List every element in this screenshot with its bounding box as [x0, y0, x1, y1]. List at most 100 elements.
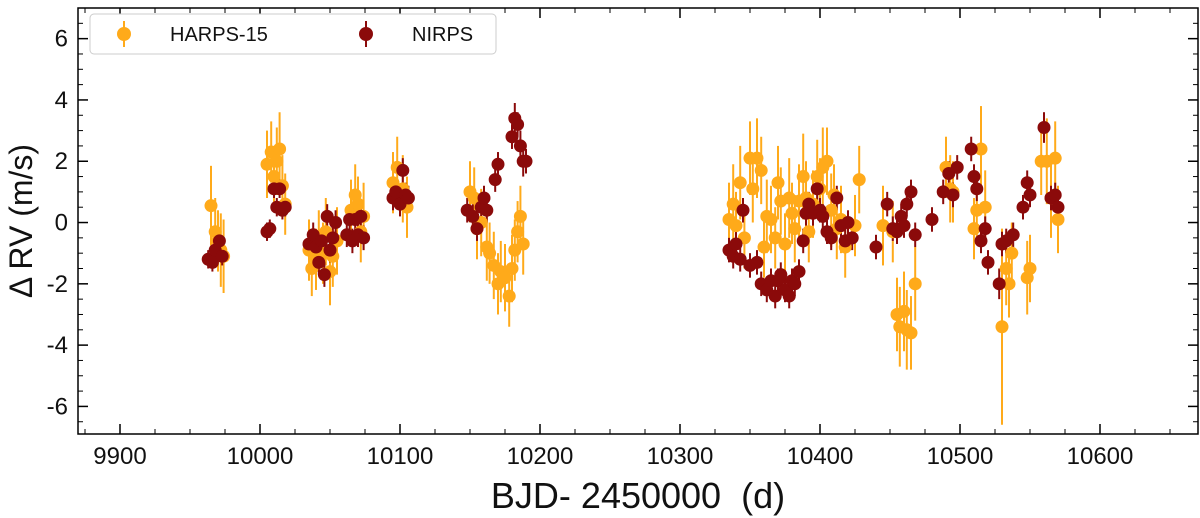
x-tick-label: 10500: [927, 443, 994, 470]
data-point-series-1: [816, 209, 830, 223]
data-point-series-1: [215, 249, 229, 263]
data-point-series-1: [263, 222, 277, 236]
data-point-series-1: [1023, 188, 1037, 202]
data-point-series-1: [978, 222, 992, 236]
data-point-series-1: [736, 203, 750, 217]
data-point-series-0: [974, 142, 988, 156]
data-point-series-0: [1023, 262, 1037, 276]
data-point-series-1: [774, 268, 788, 282]
data-point-series-0: [796, 170, 810, 184]
data-point-series-0: [788, 222, 802, 236]
data-point-series-1: [1037, 121, 1051, 135]
data-points: [201, 111, 1065, 340]
data-point-series-1: [205, 255, 219, 269]
y-tick-label: 6: [55, 26, 68, 53]
x-axis-title: BJD- 2450000 (d): [491, 475, 785, 516]
data-point-series-1: [477, 191, 491, 205]
data-point-series-0: [1005, 246, 1019, 260]
data-point-series-1: [880, 197, 894, 211]
data-point-series-0: [785, 206, 799, 220]
plot-frame: [77, 7, 1199, 435]
y-tick-label: 2: [55, 148, 68, 175]
data-point-series-0: [754, 163, 768, 177]
y-tick-label: -2: [47, 271, 68, 298]
data-point-series-0: [273, 142, 287, 156]
data-point-series-1: [768, 289, 782, 303]
y-tick-label: -6: [47, 393, 68, 420]
legend-box: [89, 13, 497, 55]
data-point-series-0: [999, 262, 1013, 276]
data-point-series-1: [396, 163, 410, 177]
data-point-series-0: [516, 237, 530, 251]
data-point-series-1: [729, 237, 743, 251]
data-point-series-0: [746, 182, 760, 196]
data-point-series-1: [782, 289, 796, 303]
data-point-series-1: [312, 255, 326, 269]
data-point-series-1: [1051, 200, 1065, 214]
data-point-series-0: [876, 219, 890, 233]
x-tick-label: 10000: [227, 443, 294, 470]
data-point-series-1: [491, 157, 505, 171]
x-tick-label: 9900: [93, 443, 146, 470]
data-point-series-1: [992, 277, 1006, 291]
data-point-series-0: [351, 197, 365, 211]
data-point-series-1: [869, 240, 883, 254]
data-point-series-0: [505, 262, 519, 276]
data-point-series-0: [270, 154, 284, 168]
data-point-series-0: [750, 151, 764, 165]
data-point-series-0: [852, 173, 866, 187]
data-point-series-0: [904, 326, 918, 340]
data-point-series-1: [326, 231, 340, 245]
data-point-series-1: [974, 234, 988, 248]
data-point-series-1: [810, 182, 824, 196]
x-tick-label: 10400: [787, 443, 854, 470]
data-point-series-0: [204, 199, 218, 213]
data-point-series-0: [782, 191, 796, 205]
data-point-series-1: [946, 188, 960, 202]
x-tick-label: 10300: [647, 443, 714, 470]
data-point-series-0: [771, 176, 785, 190]
data-point-series-0: [764, 212, 778, 226]
data-point-series-0: [467, 191, 481, 205]
data-point-series-0: [511, 225, 525, 239]
legend-label: NIRPS: [412, 24, 473, 46]
data-point-series-0: [483, 246, 497, 260]
data-point-series-1: [519, 154, 533, 168]
data-point-series-0: [733, 176, 747, 190]
data-point-series-1: [1006, 228, 1020, 242]
data-point-series-0: [967, 222, 981, 236]
data-point-series-1: [401, 191, 415, 205]
x-tick-label: 10200: [507, 443, 574, 470]
data-point-series-1: [824, 231, 838, 245]
data-point-series-0: [820, 154, 834, 168]
data-point-series-1: [950, 160, 964, 174]
data-point-series-1: [845, 231, 859, 245]
data-point-series-0: [908, 277, 922, 291]
data-point-series-1: [511, 117, 525, 131]
data-point-series-1: [513, 139, 527, 153]
legend-items: HARPS-15 NIRPS: [117, 21, 473, 47]
data-point-series-1: [830, 191, 844, 205]
data-point-series-1: [936, 185, 950, 199]
data-point-series-0: [1048, 151, 1062, 165]
data-point-series-0: [267, 170, 281, 184]
data-point-series-0: [1002, 277, 1016, 291]
data-point-series-1: [788, 277, 802, 291]
data-point-series-0: [768, 231, 782, 245]
data-point-series-1: [357, 231, 371, 245]
data-point-series-1: [488, 173, 502, 187]
y-axis-title: Δ RV (m/s): [3, 144, 39, 298]
data-point-series-1: [389, 185, 403, 199]
data-point-series-0: [778, 237, 792, 251]
data-point-series-1: [900, 197, 914, 211]
legend: HARPS-15 NIRPS: [89, 13, 497, 55]
data-point-series-1: [480, 203, 494, 217]
data-point-series-1: [792, 265, 806, 279]
data-point-series-1: [1016, 200, 1030, 214]
x-axis-ticks: 9900 10000 10100 10200 10300 10400 10500 10600: [84, 8, 1171, 470]
data-point-series-1: [329, 216, 343, 230]
data-point-series-0: [757, 240, 771, 254]
data-point-series-0: [260, 157, 274, 171]
data-point-series-1: [1048, 188, 1062, 202]
